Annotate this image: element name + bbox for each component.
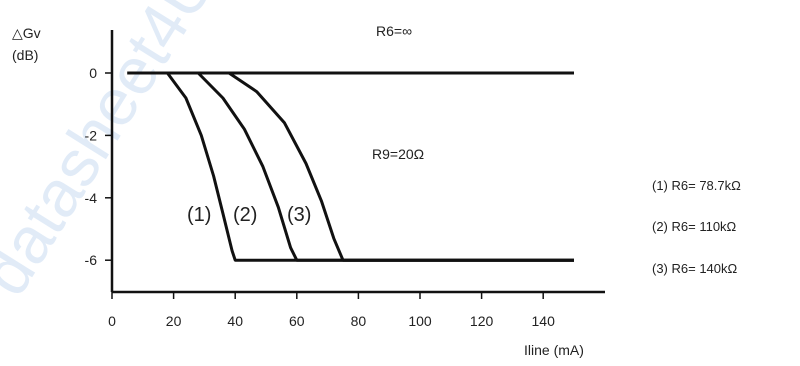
curve-label-2: (2) <box>233 204 257 226</box>
x-axis-label: Iline (mA) <box>524 342 584 358</box>
x-tick-label: 100 <box>408 313 432 329</box>
legend-entry-2: (2) R6= 110kΩ <box>652 219 737 234</box>
series-line-1 <box>127 73 574 260</box>
x-tick-label: 120 <box>470 313 494 329</box>
series-line-2 <box>127 73 574 260</box>
y-tick-label: 0 <box>89 65 97 81</box>
x-tick-label: 60 <box>289 313 305 329</box>
legend-entry-1: (1) R6= 78.7kΩ <box>652 178 741 193</box>
curve-label-group: (1) (2) (3) <box>187 204 311 226</box>
legend: (1) R6= 78.7kΩ (2) R6= 110kΩ (3) R6= 140kΩ <box>652 178 741 276</box>
series-line-3 <box>127 73 574 260</box>
y-tick-label: -6 <box>85 252 98 268</box>
y-tick-label: -2 <box>85 127 98 143</box>
x-tick-label: 0 <box>108 313 116 329</box>
curve-group <box>127 73 574 260</box>
x-tick-label: 80 <box>351 313 367 329</box>
annotation-r9: R9=20Ω <box>372 146 424 162</box>
y-axis-label-line2: (dB) <box>12 47 38 63</box>
x-tick-label: 20 <box>166 313 182 329</box>
curve-label-1: (1) <box>187 204 211 226</box>
x-tick-label: 140 <box>532 313 556 329</box>
legend-entry-3: (3) R6= 140kΩ <box>652 261 738 276</box>
x-tick-label: 40 <box>227 313 243 329</box>
curve-label-3: (3) <box>287 204 311 226</box>
annotation-r6-infinite: R6=∞ <box>376 23 412 39</box>
y-axis-label-line1: △Gv <box>12 25 41 41</box>
y-tick-label: -4 <box>85 190 98 206</box>
